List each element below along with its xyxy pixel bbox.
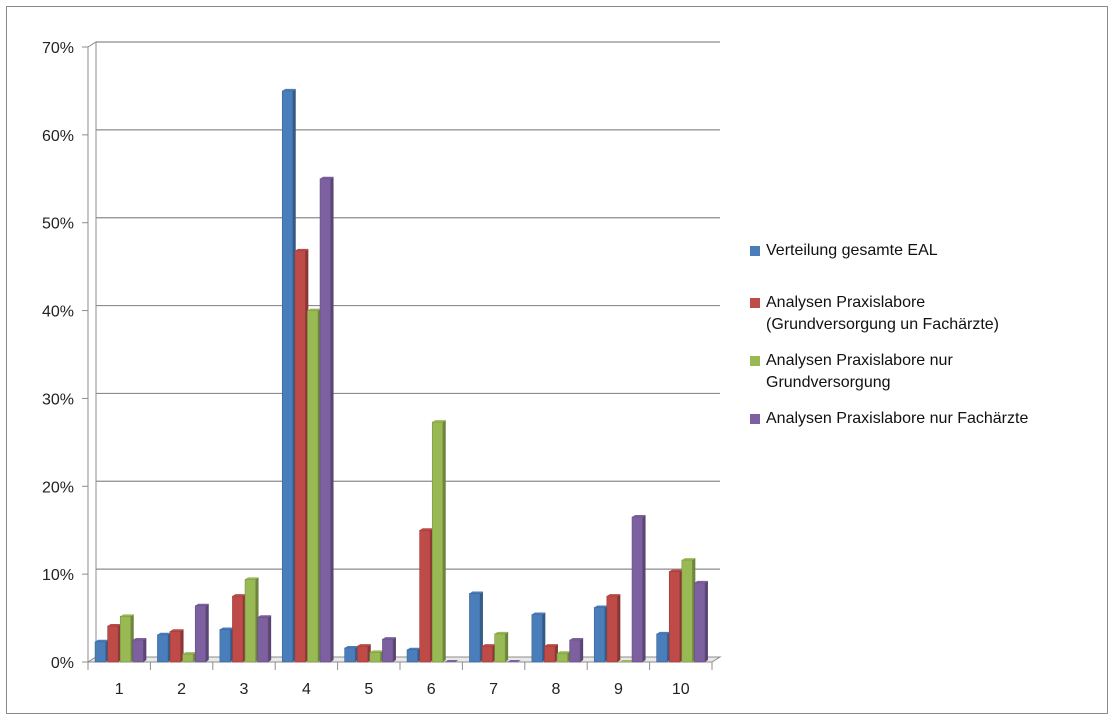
x-axis-ticks: 1 2 3 4 5 6 7 8 9 10 [115, 681, 690, 698]
y-tick-label: 20% [42, 479, 74, 496]
bar-series2-cat5 [356, 644, 371, 663]
x-tick-label: 6 [427, 681, 436, 698]
bar-series2-cat7 [481, 644, 496, 663]
bar-series4-cat8 [569, 638, 584, 663]
bar-series1-cat6 [406, 647, 421, 663]
chart-frame [6, 6, 1108, 714]
bar-series1-cat3 [219, 627, 234, 663]
bar-series3-cat9 [619, 660, 633, 662]
x-tick-label: 9 [614, 681, 623, 698]
bar-series3-cat1 [119, 614, 134, 663]
bar-series3-cat5 [369, 650, 384, 663]
x-tick-label: 2 [177, 681, 186, 698]
bar-series1-cat9 [593, 605, 608, 663]
x-tick-label: 10 [672, 681, 690, 698]
x-tick-label: 1 [115, 681, 124, 698]
y-tick-label: 40% [42, 304, 74, 321]
x-tick-label: 4 [302, 681, 311, 698]
bar-series3-cat3 [244, 577, 259, 663]
bar-series3-cat4 [307, 308, 321, 663]
bar-series1-cat2 [157, 632, 171, 663]
bar-series2-cat4 [294, 248, 309, 663]
bar-series2-cat8 [544, 644, 558, 663]
bar-series4-cat1 [132, 638, 147, 663]
bar-series1-cat7 [469, 591, 483, 663]
bar-series1-cat4 [281, 88, 296, 663]
bars [94, 88, 708, 663]
y-tick-label: 70% [42, 40, 74, 57]
side-wall [87, 41, 97, 663]
legend: Verteilung gesamte EAL Analysen Praxisla… [750, 240, 1110, 444]
bar-series4-cat7 [507, 660, 521, 662]
gridlines [87, 41, 720, 575]
x-tick-label: 3 [240, 681, 249, 698]
legend-swatch-3 [750, 356, 760, 366]
bar-series1-cat10 [656, 631, 671, 663]
bar-series4-cat6 [444, 660, 459, 662]
x-tick-label: 8 [552, 681, 561, 698]
legend-item-3: Analysen Praxislabore nur Grundversorgun… [750, 350, 1110, 394]
bar-series3-cat2 [182, 652, 197, 663]
legend-swatch-2 [750, 298, 760, 308]
y-tick-label: 10% [42, 567, 74, 584]
y-axis-ticks: 0% 10% 20% 30% 40% 50% 60% 70% [42, 40, 74, 672]
bar-series2-cat6 [419, 528, 434, 663]
bar-series4-cat4 [319, 176, 334, 663]
y-tick-label: 50% [42, 216, 74, 233]
y-tick-label: 60% [42, 128, 74, 145]
bar-series3-cat10 [681, 558, 696, 663]
x-tick-label: 5 [364, 681, 373, 698]
x-tick-label: 7 [489, 681, 498, 698]
legend-label-2: Analysen Praxislabore (Grundversorgung u… [766, 294, 999, 333]
legend-item-4: Analysen Praxislabore nur Fachärzte [750, 408, 1110, 430]
bar-series2-cat2 [169, 629, 184, 663]
bar-series4-cat10 [694, 580, 708, 663]
bar-series4-cat5 [382, 637, 396, 663]
y-tick-label: 30% [42, 391, 74, 408]
bar-series3-cat7 [494, 631, 509, 663]
bar-series2-cat9 [606, 594, 621, 663]
bar-series3-cat6 [431, 420, 446, 663]
bar-series1-cat8 [531, 612, 546, 663]
bar-series2-cat10 [668, 569, 683, 663]
legend-label-3: Analysen Praxislabore nur Grundversorgun… [766, 352, 953, 391]
y-tick-label: 0% [51, 655, 74, 672]
bar-series2-cat1 [107, 623, 122, 663]
bar-series4-cat3 [257, 615, 272, 663]
bar-series1-cat5 [344, 645, 359, 663]
legend-item-1: Verteilung gesamte EAL [750, 240, 1110, 262]
legend-label-4: Analysen Praxislabore nur Fachärzte [766, 410, 1029, 427]
bar-series3-cat8 [556, 651, 571, 663]
bar-series2-cat3 [232, 594, 246, 663]
bar-series4-cat2 [194, 603, 209, 663]
bar-series1-cat1 [94, 639, 109, 663]
legend-item-2: Analysen Praxislabore (Grundversorgung u… [750, 292, 1110, 336]
legend-swatch-4 [750, 414, 760, 424]
legend-label-1: Verteilung gesamte EAL [766, 242, 938, 259]
bar-series4-cat9 [631, 515, 646, 663]
axes [82, 41, 722, 670]
legend-swatch-1 [750, 246, 760, 256]
